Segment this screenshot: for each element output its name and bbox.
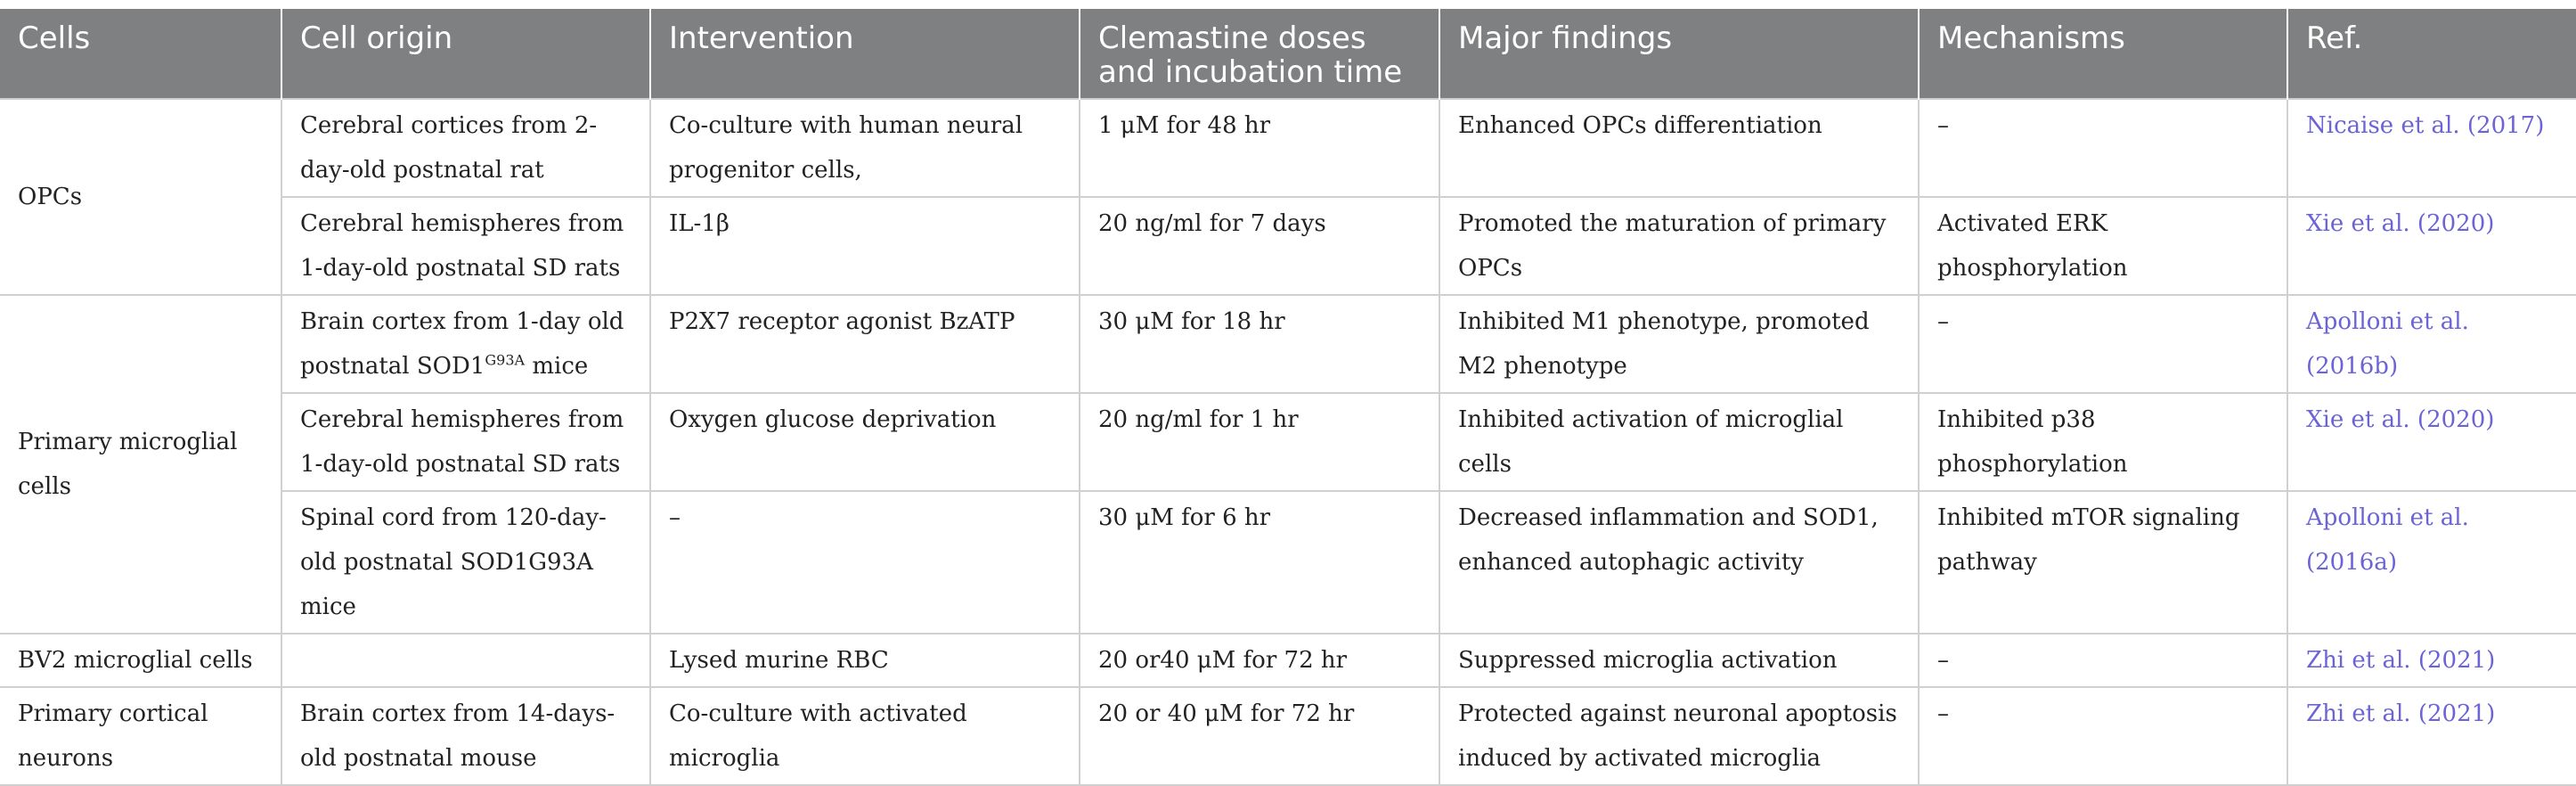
header-ref: Ref.: [2287, 9, 2576, 99]
ref-link[interactable]: Nicaise et al. (2017): [2287, 98, 2576, 198]
cell-type: OPCs: [0, 98, 282, 296]
cell-intervention: P2X7 receptor agonist BzATP: [649, 294, 1080, 394]
table-row: Spinal cord from 120-day-old postnatal S…: [0, 490, 2576, 635]
cell-origin: Brain cortex from 14-days-old postnatal …: [281, 686, 651, 786]
cell-dose: 20 or 40 μM for 72 hr: [1079, 686, 1440, 786]
cell-origin-text: Brain cortex from 1-day old postnatal SO…: [300, 308, 624, 380]
cell-origin: Cerebral cortices from 2-day-old postnat…: [281, 98, 651, 198]
cell-dose: 20 ng/ml for 7 days: [1079, 196, 1440, 296]
table-row: Primary microglial cells Brain cortex fr…: [0, 294, 2576, 635]
cell-intervention: Oxygen glucose deprivation: [649, 392, 1080, 492]
cell-mechanism: Inhibited p38 phosphorylation: [1918, 392, 2288, 492]
table-header: Cells Cell origin Intervention Clemastin…: [0, 9, 2576, 99]
cell-mechanism: Inhibited mTOR signaling pathway: [1918, 490, 2288, 635]
table-row: Cerebral hemispheres from 1-day-old post…: [0, 196, 2576, 296]
header-doses: Clemastine doses and incubation time: [1080, 9, 1440, 99]
cell-type: Primary microglial cells: [0, 294, 282, 635]
cell-findings: Protected against neuronal apoptosis ind…: [1439, 686, 1920, 786]
cell-origin: Brain cortex from 1-day old postnatal SO…: [281, 294, 651, 394]
cell-dose: 1 μM for 48 hr: [1079, 98, 1440, 198]
header-intervention: Intervention: [650, 9, 1080, 99]
table-row: BV2 microglial cells Lysed murine RBC 20…: [0, 633, 2576, 688]
cell-origin: Spinal cord from 120-day-old postnatal S…: [281, 490, 651, 635]
cell-intervention: Co-culture with activated microglia: [649, 686, 1080, 786]
cell-findings: Inhibited activation of microglial cells: [1439, 392, 1920, 492]
cell-dose: 30 μM for 18 hr: [1079, 294, 1440, 394]
cell-dose: 20 or40 μM for 72 hr: [1079, 633, 1440, 688]
table-row: Primary cortical neurons Brain cortex fr…: [0, 686, 2576, 786]
cell-intervention: Lysed murine RBC: [649, 633, 1080, 688]
cell-dose: 20 ng/ml for 1 hr: [1079, 392, 1440, 492]
cell-origin: Cerebral hemispheres from 1-day-old post…: [281, 196, 651, 296]
cell-mechanism: –: [1918, 98, 2288, 198]
cell-findings: Promoted the maturation of primary OPCs: [1439, 196, 1920, 296]
cell-intervention: IL-1β: [649, 196, 1080, 296]
cell-origin: Cerebral hemispheres from 1-day-old post…: [281, 392, 651, 492]
cell-type: Primary cortical neurons: [0, 686, 282, 786]
table-row: OPCs Cerebral cortices from 2-day-old po…: [0, 98, 2576, 296]
header-mechanisms: Mechanisms: [1919, 9, 2288, 99]
header-cell-origin: Cell origin: [281, 9, 651, 99]
genotype-superscript: G93A: [485, 351, 526, 369]
cell-intervention: Co-culture with human neural progenitor …: [649, 98, 1080, 198]
ref-link[interactable]: Apolloni et al. (2016a): [2287, 490, 2576, 635]
cell-origin-suffix: mice: [525, 353, 589, 380]
cell-type: BV2 microglial cells: [0, 633, 282, 688]
clemastine-cell-studies-table: Cells Cell origin Intervention Clemastin…: [0, 9, 2576, 786]
ref-link[interactable]: Xie et al. (2020): [2287, 196, 2576, 296]
ref-link[interactable]: Apolloni et al. (2016b): [2287, 294, 2576, 394]
cell-findings: Enhanced OPCs differentiation: [1439, 98, 1920, 198]
table-row: Cerebral hemispheres from 1-day-old post…: [0, 392, 2576, 492]
ref-link[interactable]: Xie et al. (2020): [2287, 392, 2576, 492]
header-row: Cells Cell origin Intervention Clemastin…: [0, 9, 2576, 99]
cell-dose: 30 μM for 6 hr: [1079, 490, 1440, 635]
cell-origin: [281, 633, 651, 688]
ref-link[interactable]: Zhi et al. (2021): [2287, 633, 2576, 688]
cell-mechanism: –: [1918, 633, 2288, 688]
cell-intervention: –: [649, 490, 1080, 635]
header-major-findings: Major findings: [1439, 9, 1920, 99]
cell-mechanism: Activated ERK phosphorylation: [1918, 196, 2288, 296]
cell-findings: Inhibited M1 phenotype, promoted M2 phen…: [1439, 294, 1920, 394]
table-body: OPCs Cerebral cortices from 2-day-old po…: [0, 98, 2576, 786]
header-cells: Cells: [0, 9, 282, 99]
ref-link[interactable]: Zhi et al. (2021): [2287, 686, 2576, 786]
cell-mechanism: –: [1918, 686, 2288, 786]
cell-findings: Suppressed microglia activation: [1439, 633, 1920, 688]
cell-mechanism: –: [1918, 294, 2288, 394]
cell-findings: Decreased inflammation and SOD1, enhance…: [1439, 490, 1920, 635]
